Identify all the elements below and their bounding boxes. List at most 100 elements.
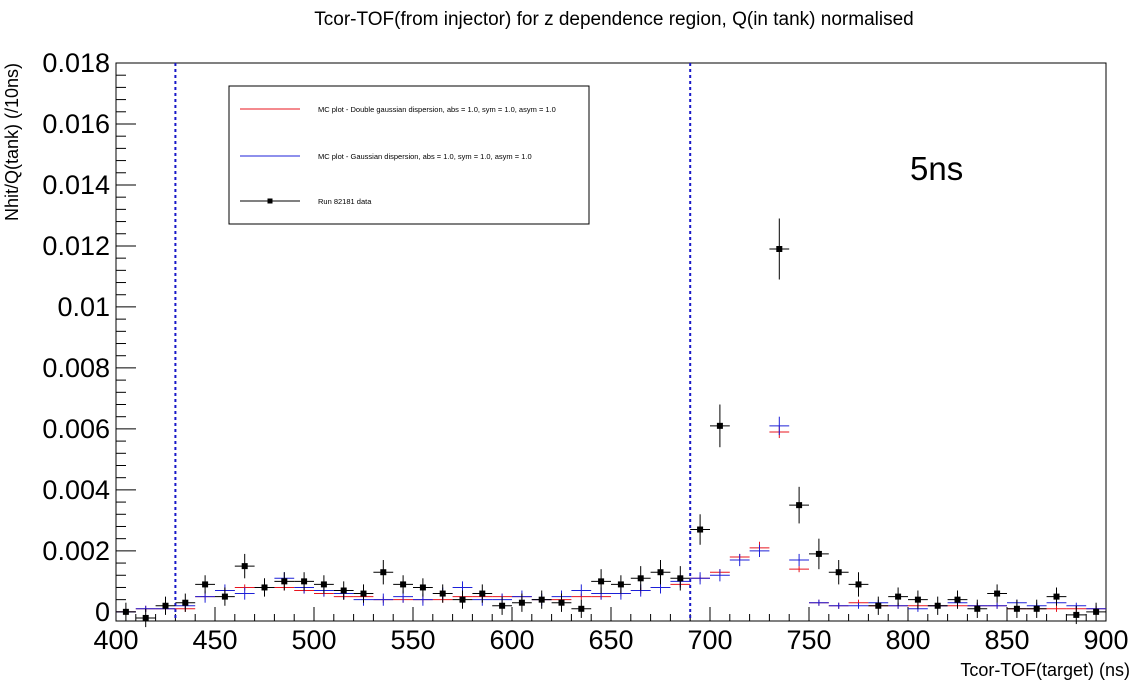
data-point bbox=[1046, 587, 1067, 606]
x-tick-label: 400 bbox=[93, 625, 138, 655]
data-point bbox=[571, 584, 592, 597]
data-marker bbox=[875, 602, 882, 609]
data-point bbox=[987, 584, 1007, 603]
data-point bbox=[591, 569, 611, 594]
data-marker bbox=[360, 590, 367, 597]
y-tick-label: 0.018 bbox=[42, 48, 110, 78]
data-point bbox=[987, 602, 1007, 609]
data-marker bbox=[261, 584, 268, 591]
data-point bbox=[828, 560, 849, 585]
y-tick-label: 0.01 bbox=[57, 292, 110, 322]
x-tick-label: 850 bbox=[984, 625, 1029, 655]
data-marker bbox=[895, 593, 902, 600]
data-point bbox=[908, 590, 928, 609]
data-point bbox=[393, 575, 413, 594]
x-tick-label: 750 bbox=[786, 625, 831, 655]
data-point bbox=[116, 602, 136, 621]
y-tick-label: 0.008 bbox=[42, 353, 110, 383]
data-marker bbox=[1073, 611, 1080, 618]
data-point bbox=[749, 544, 770, 557]
data-point bbox=[789, 553, 809, 567]
data-point bbox=[868, 596, 889, 615]
x-tick-label: 500 bbox=[291, 625, 336, 655]
y-axis-label: Nhit/Q(tank) (/10ns) bbox=[2, 63, 22, 221]
data-point bbox=[769, 416, 790, 435]
data-point bbox=[888, 587, 908, 606]
data-marker bbox=[221, 593, 228, 600]
legend: MC plot - Double gaussian dispersion, ab… bbox=[228, 85, 590, 225]
data-point bbox=[195, 575, 215, 594]
data-marker bbox=[320, 581, 327, 588]
data-point bbox=[710, 404, 730, 448]
data-point bbox=[848, 572, 869, 597]
data-marker bbox=[697, 526, 704, 533]
data-marker bbox=[419, 584, 426, 591]
data-point bbox=[828, 602, 849, 609]
data-marker bbox=[637, 575, 644, 582]
data-point bbox=[531, 590, 552, 609]
data-point bbox=[551, 593, 572, 612]
data-marker bbox=[439, 590, 446, 597]
data-marker bbox=[182, 599, 189, 606]
x-tick-label: 550 bbox=[390, 625, 435, 655]
data-marker bbox=[1093, 608, 1100, 615]
data-point bbox=[809, 599, 829, 606]
data-point bbox=[789, 566, 809, 573]
data-point bbox=[294, 572, 314, 591]
x-tick-label: 900 bbox=[1083, 625, 1128, 655]
data-marker bbox=[578, 605, 585, 612]
data-marker bbox=[1013, 605, 1020, 612]
y-tick-label: 0.002 bbox=[42, 536, 110, 566]
x-tick-label: 600 bbox=[489, 625, 534, 655]
data-point bbox=[769, 218, 790, 280]
x-tick-label: 800 bbox=[885, 625, 930, 655]
data-marker bbox=[479, 590, 486, 597]
data-point bbox=[809, 538, 829, 570]
y-tick-label: 0.016 bbox=[42, 109, 110, 139]
data-marker bbox=[499, 602, 506, 609]
data-point bbox=[432, 584, 453, 603]
data-point bbox=[789, 486, 809, 524]
data-point bbox=[274, 572, 295, 591]
data-point bbox=[611, 575, 631, 594]
data-point bbox=[650, 560, 671, 585]
data-marker bbox=[855, 581, 862, 588]
data-marker bbox=[716, 422, 723, 429]
legend-marker-data bbox=[267, 198, 273, 204]
data-point bbox=[472, 584, 493, 603]
data-marker bbox=[518, 599, 525, 606]
data-marker bbox=[162, 602, 169, 609]
x-tick-label: 450 bbox=[192, 625, 237, 655]
data-marker bbox=[281, 578, 288, 585]
data-marker bbox=[122, 608, 129, 615]
data-marker bbox=[954, 596, 961, 603]
data-point bbox=[175, 593, 196, 612]
data-point bbox=[927, 596, 948, 615]
data-point bbox=[710, 569, 730, 582]
y-tick-label: 0.004 bbox=[42, 475, 110, 505]
legend-label-double-gaussian: MC plot - Double gaussian dispersion, ab… bbox=[318, 105, 556, 114]
data-point bbox=[848, 602, 869, 609]
data-marker bbox=[974, 605, 981, 612]
data-point bbox=[690, 514, 710, 545]
data-point bbox=[1046, 605, 1067, 612]
data-marker bbox=[914, 596, 921, 603]
data-point bbox=[254, 578, 275, 597]
data-point bbox=[234, 553, 255, 579]
y-tick-label: 0 bbox=[95, 597, 110, 627]
resolution-annotation: 5ns bbox=[910, 150, 963, 187]
data-point bbox=[373, 593, 394, 606]
data-marker bbox=[142, 614, 149, 621]
data-point bbox=[234, 587, 255, 600]
data-marker bbox=[934, 602, 941, 609]
data-marker bbox=[202, 581, 209, 588]
data-marker bbox=[380, 569, 387, 576]
data-marker bbox=[815, 550, 822, 557]
data-point bbox=[690, 572, 710, 585]
data-point bbox=[333, 581, 354, 600]
data-marker bbox=[657, 569, 664, 576]
legend-label-gaussian: MC plot - Gaussian dispersion, abs = 1.0… bbox=[318, 152, 532, 161]
data-point bbox=[492, 596, 512, 615]
axis-ticks: 400 450 500 550 600 650 700 750 800 850 900 0 0.002 0… bbox=[42, 48, 1128, 655]
